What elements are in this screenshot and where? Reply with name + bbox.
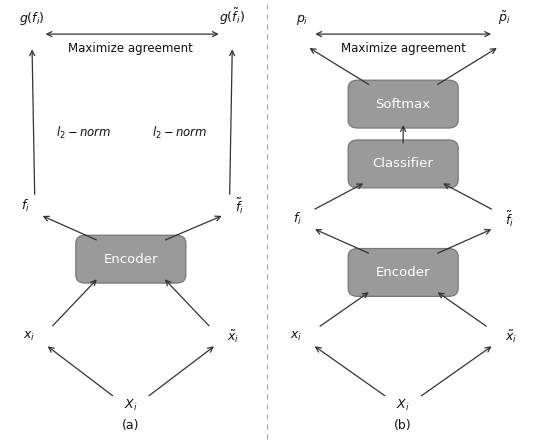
FancyBboxPatch shape (348, 140, 458, 188)
Text: $x_i$: $x_i$ (22, 330, 35, 343)
Text: $\tilde{f}_i$: $\tilde{f}_i$ (505, 210, 514, 229)
Text: $f_i$: $f_i$ (21, 198, 29, 214)
Text: Classifier: Classifier (373, 157, 434, 171)
Text: $\tilde{x}_i$: $\tilde{x}_i$ (227, 328, 239, 345)
Text: Encoder: Encoder (104, 253, 158, 266)
Text: $\tilde{f}_i$: $\tilde{f}_i$ (235, 196, 244, 216)
Text: Maximize agreement: Maximize agreement (68, 43, 193, 55)
Text: Maximize agreement: Maximize agreement (341, 43, 466, 55)
Text: Softmax: Softmax (375, 97, 431, 111)
FancyBboxPatch shape (348, 80, 458, 128)
Text: $f_i$: $f_i$ (293, 211, 302, 227)
Text: (a): (a) (122, 419, 139, 432)
Text: $\tilde{x}_i$: $\tilde{x}_i$ (505, 328, 517, 345)
Text: $x_i$: $x_i$ (289, 330, 302, 343)
Text: $p_i$: $p_i$ (295, 12, 308, 27)
Text: $g(\tilde{f}_i)$: $g(\tilde{f}_i)$ (219, 6, 245, 27)
Text: $l_2 - norm$: $l_2 - norm$ (152, 125, 208, 141)
Text: $g(f_i)$: $g(f_i)$ (19, 10, 45, 27)
Text: $l_2 - norm$: $l_2 - norm$ (56, 125, 112, 141)
Text: $\tilde{p}_i$: $\tilde{p}_i$ (498, 9, 511, 27)
Text: (b): (b) (394, 419, 412, 432)
FancyBboxPatch shape (76, 235, 186, 283)
Text: $X_i$: $X_i$ (124, 398, 138, 413)
FancyBboxPatch shape (348, 249, 458, 296)
Text: $X_i$: $X_i$ (396, 398, 410, 413)
Text: Encoder: Encoder (376, 266, 430, 279)
